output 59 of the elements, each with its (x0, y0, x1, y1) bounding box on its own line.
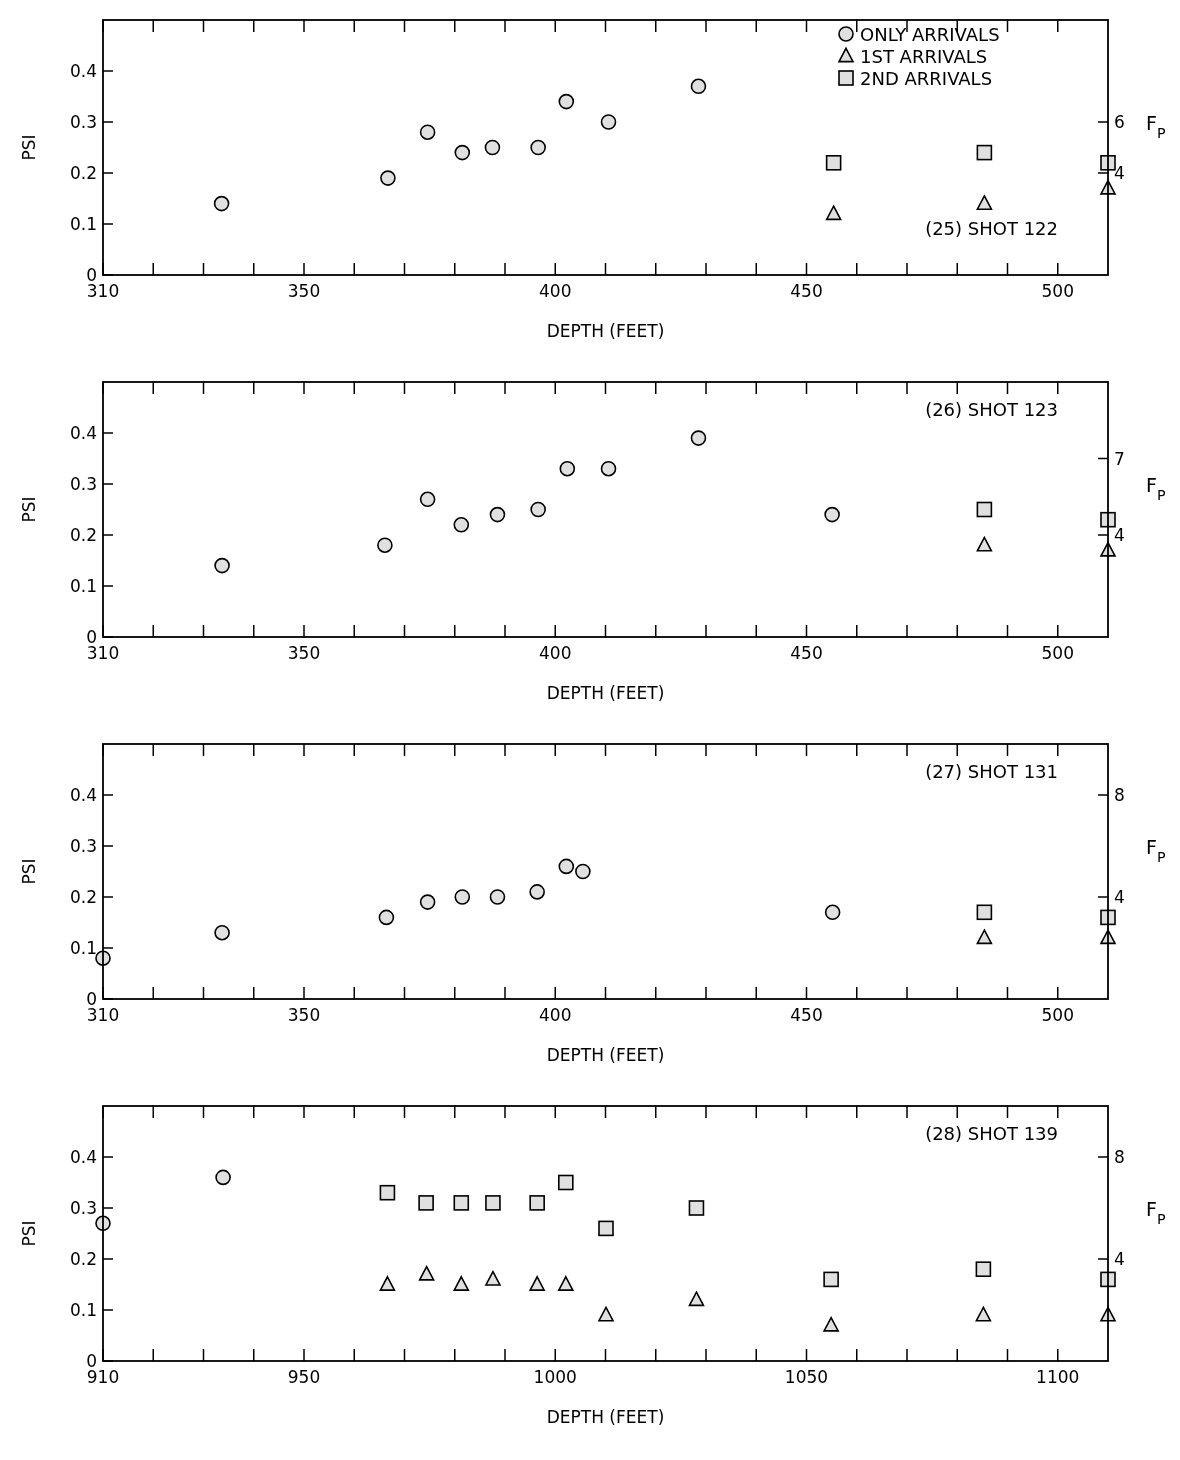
x-axis-title: DEPTH (FEET) (546, 1407, 665, 1427)
x-axis-title: DEPTH (FEET) (546, 321, 665, 341)
x-tick-label: 350 (287, 1005, 321, 1025)
y2-tick-label: 8 (1114, 785, 1125, 805)
y-tick-label: 0.4 (69, 61, 97, 81)
y2-axis-title: F$_{P}$ (1146, 473, 1166, 503)
x-tick-label: 950 (287, 1367, 321, 1387)
y2-tick-label: 4 (1114, 525, 1125, 545)
legend-label: 1ST ARRIVALS (860, 46, 988, 67)
y-tick-label: 0.1 (69, 214, 97, 234)
annotation: (26) SHOT 123 (925, 399, 1058, 420)
y2-tick-label: 7 (1114, 448, 1125, 469)
y-tick-label: 0.1 (69, 938, 97, 958)
x-tick-label: 350 (287, 643, 321, 663)
y-tick-label: 0.2 (69, 887, 97, 907)
y-tick-label: 0.4 (69, 423, 97, 443)
legend-label: ONLY ARRIVALS (860, 24, 1000, 45)
annotation: (27) SHOT 131 (925, 761, 1058, 782)
x-tick-label: 400 (539, 1005, 572, 1025)
y2-tick-label: 8 (1114, 1147, 1125, 1167)
x-tick-label: 500 (1041, 281, 1074, 301)
x-tick-label: 1050 (784, 1367, 829, 1387)
annotation: (28) SHOT 139 (925, 1123, 1058, 1144)
y-tick-label: 0.1 (69, 1300, 97, 1320)
y-tick-label: 0.3 (69, 112, 97, 132)
y-tick-label: 0.4 (69, 1147, 97, 1167)
x-axis-title: DEPTH (FEET) (546, 683, 665, 703)
legend-label: 2ND ARRIVALS (860, 68, 993, 89)
x-tick-label: 450 (790, 1005, 823, 1025)
x-tick-label: 1000 (533, 1367, 577, 1387)
y2-tick-label: 4 (1114, 887, 1125, 907)
y2-tick-label: 4 (1114, 163, 1125, 183)
y-tick-label: 0.3 (69, 1198, 97, 1218)
x-tick-label: 400 (539, 281, 572, 301)
x-tick-label: 350 (287, 281, 321, 301)
y-tick-label: 0.2 (69, 525, 97, 545)
x-tick-label: 1100 (1036, 1367, 1080, 1387)
y-tick-label: 0.3 (69, 836, 97, 856)
y-axis-title: PSI (19, 858, 39, 885)
x-tick-label: 500 (1041, 643, 1074, 663)
x-tick-label: 400 (539, 643, 572, 663)
y2-tick-label: 6 (1114, 112, 1125, 132)
x-tick-label: 500 (1041, 1005, 1074, 1025)
y-tick-label: 0.2 (69, 1249, 97, 1269)
y2-tick-label: 4 (1114, 1249, 1125, 1269)
x-tick-label: 450 (790, 643, 823, 663)
y-tick-label: 0.3 (69, 474, 97, 494)
y-tick-label: 0.2 (69, 163, 97, 183)
y2-axis-title: F$_{P}$ (1146, 111, 1166, 141)
annotation: (25) SHOT 122 (925, 218, 1058, 239)
y-axis-title: PSI (19, 134, 39, 161)
y-axis-title: PSI (19, 1220, 39, 1247)
y-tick-label: 0.1 (69, 576, 97, 596)
y2-axis-title: F$_{P}$ (1146, 835, 1166, 865)
x-axis-title: DEPTH (FEET) (546, 1045, 665, 1065)
x-tick-label: 450 (790, 281, 823, 301)
y-axis-title: PSI (19, 496, 39, 523)
y2-axis-title: F$_{P}$ (1146, 1197, 1166, 1227)
y-tick-label: 0.4 (69, 785, 97, 805)
